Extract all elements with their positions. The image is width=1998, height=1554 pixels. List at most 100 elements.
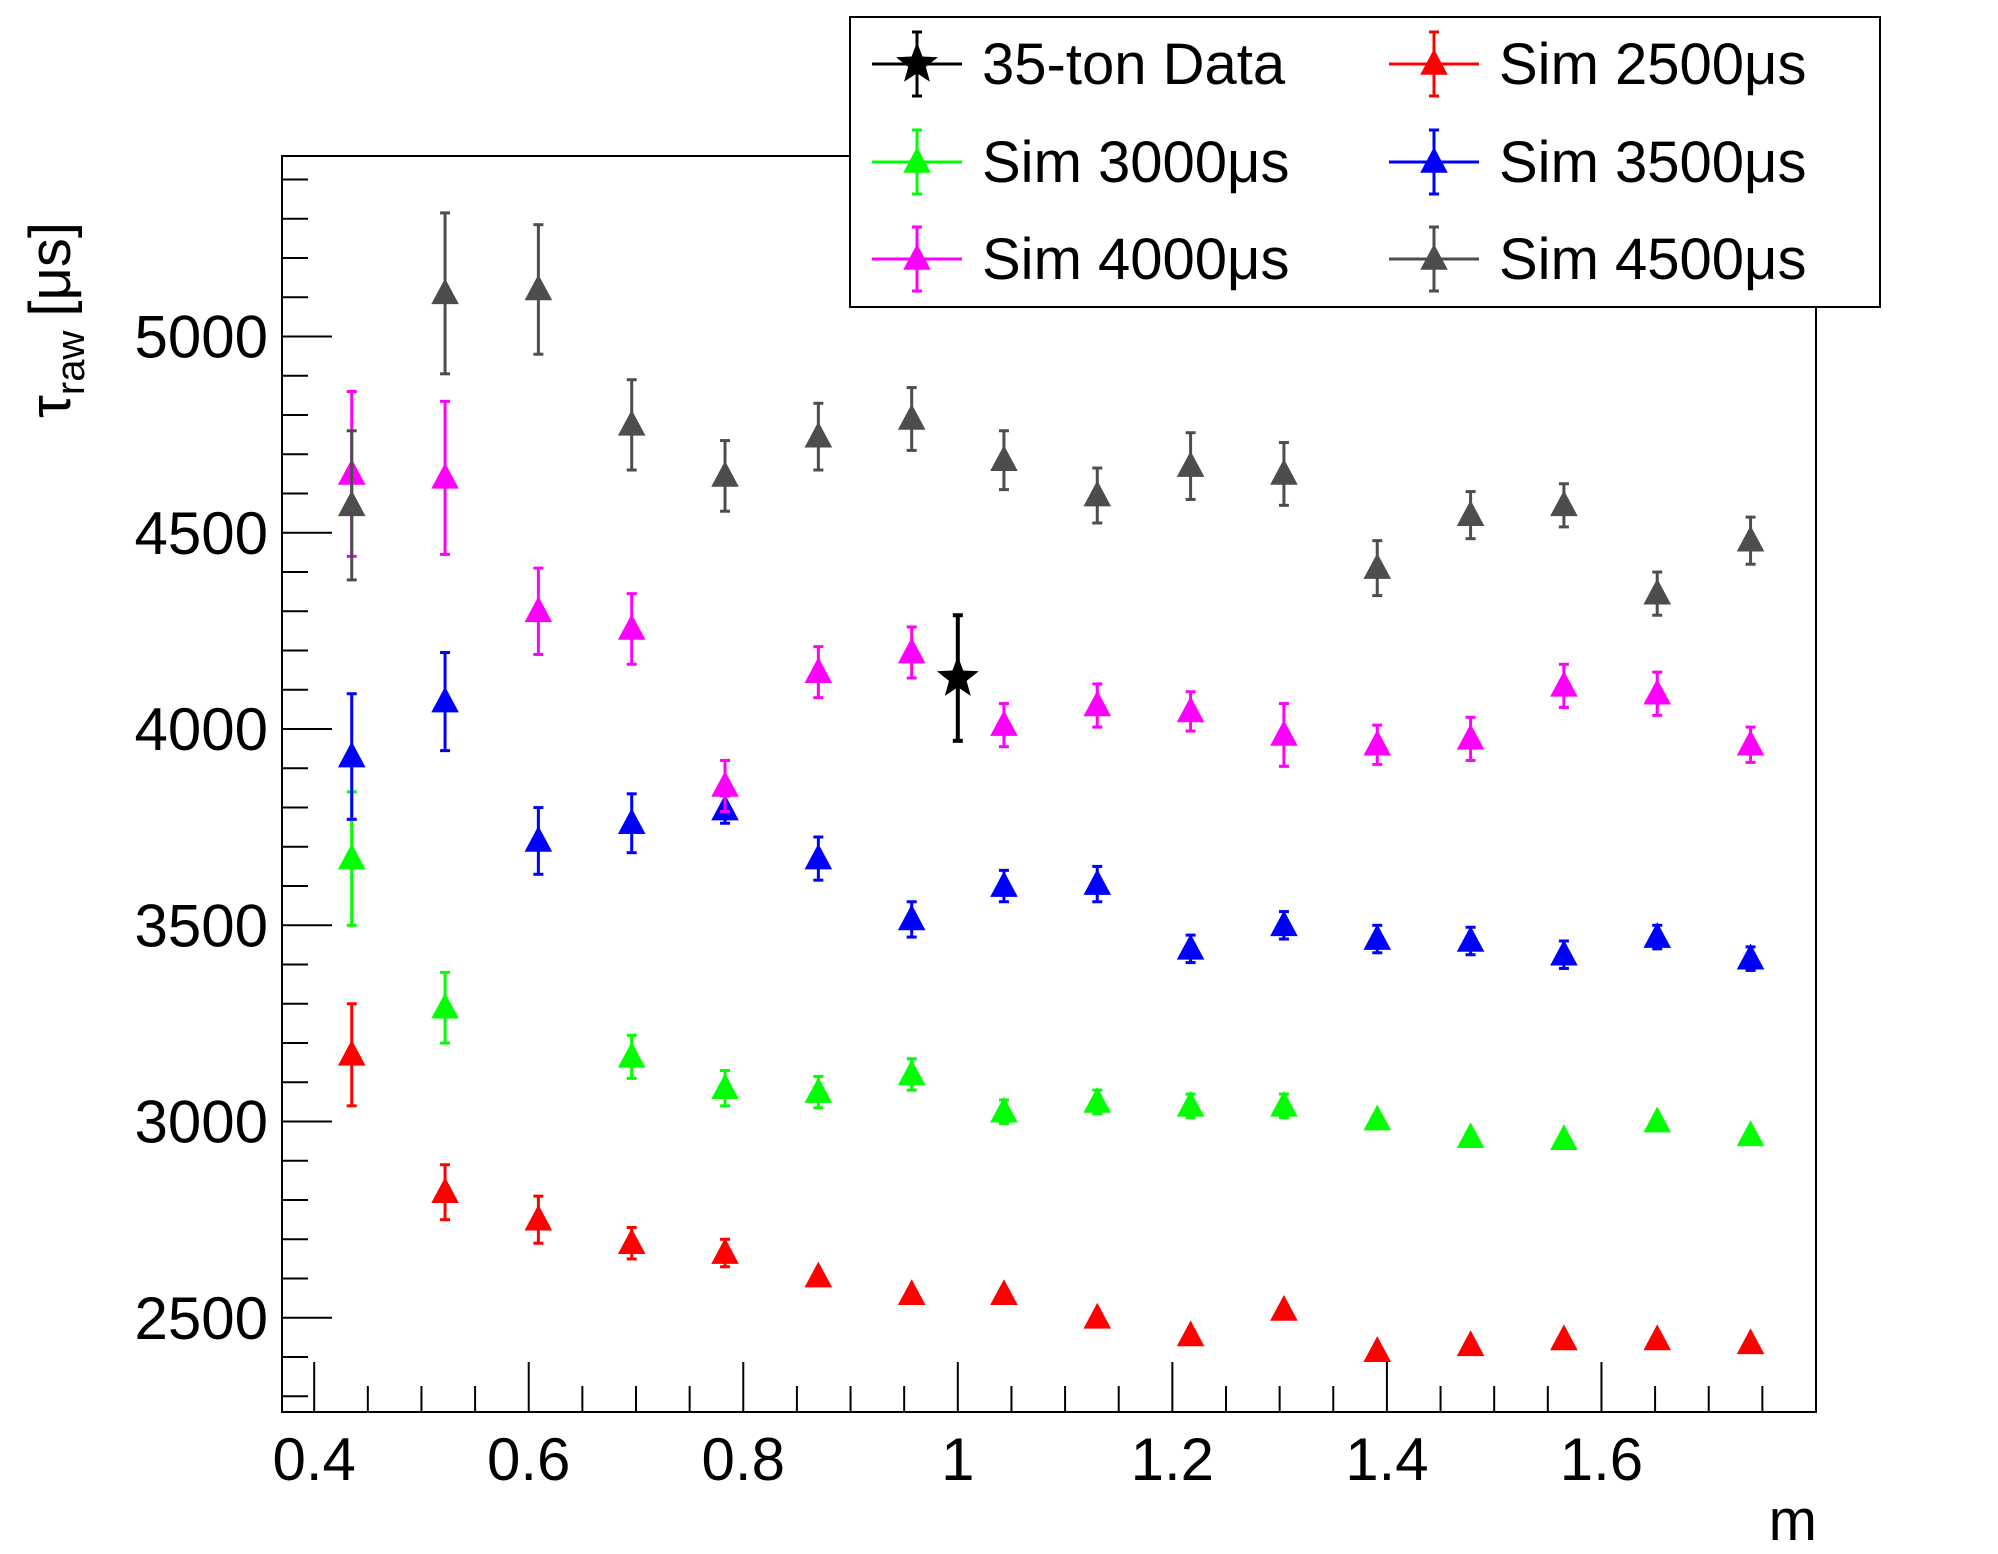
x-tick-label: 1.4 (1345, 1426, 1428, 1493)
data-point (897, 637, 926, 664)
data-point (1363, 924, 1392, 950)
data-point (1176, 696, 1205, 723)
data-point (990, 871, 1018, 897)
legend-entry: Sim 4000μs (872, 225, 1289, 293)
series-sim-2500-s (337, 1002, 1765, 1362)
data-point (990, 1096, 1018, 1123)
data-point (1176, 933, 1205, 960)
x-tick-label: 1.6 (1560, 1426, 1643, 1493)
data-point (711, 1238, 739, 1264)
data-point (990, 1279, 1018, 1306)
legend-entry: Sim 3000μs (872, 128, 1289, 196)
data-point (804, 843, 833, 870)
legend-label: Sim 4500μs (1499, 227, 1806, 292)
data-point (1456, 1122, 1485, 1149)
data-point (524, 596, 553, 623)
data-point (1176, 1320, 1205, 1347)
legend-entry: Sim 4500μs (1389, 225, 1806, 293)
data-point (1083, 480, 1112, 507)
data-point (1643, 922, 1672, 948)
data-point (897, 403, 926, 430)
series-sim-4500-s (337, 211, 1765, 617)
data-point (1270, 1294, 1298, 1321)
data-point (897, 904, 926, 931)
data-point (431, 462, 459, 489)
series-sim-3000-s (337, 790, 1765, 1151)
data-point (1083, 869, 1112, 895)
data-point (1270, 1090, 1298, 1117)
legend-entry: Sim 3500μs (1389, 128, 1806, 196)
data-point (1550, 490, 1578, 517)
legend-label: Sim 4000μs (982, 227, 1289, 292)
y-axis-title-sub: raw (49, 331, 93, 396)
data-point (1736, 1328, 1765, 1355)
data-point (617, 808, 646, 835)
data-point (936, 656, 979, 696)
data-point (1643, 1324, 1672, 1351)
x-tick-label: 1 (941, 1426, 974, 1493)
data-point (897, 1279, 926, 1306)
data-point (1083, 1302, 1112, 1329)
legend-marker (896, 42, 938, 82)
data-point (804, 1261, 833, 1288)
y-tick-label: 2500 (135, 1285, 268, 1352)
data-point (1270, 458, 1298, 485)
data-point (1270, 719, 1298, 746)
legend-label: Sim 3500μs (1499, 130, 1806, 195)
data-point (337, 843, 366, 870)
data-point (711, 770, 739, 797)
data-point (1456, 1330, 1485, 1357)
svg-text:τraw[μs]: τraw [μs] (18, 222, 93, 418)
y-tick-label: 4000 (135, 696, 268, 763)
data-point (990, 445, 1018, 471)
data-point (1736, 1120, 1765, 1147)
data-point (431, 992, 459, 1019)
series-layer (337, 211, 1765, 1362)
data-point (1550, 939, 1578, 966)
data-point (1363, 553, 1392, 579)
legend-box (849, 16, 1881, 308)
data-point (1736, 943, 1765, 970)
series-sim-4000-s (337, 390, 1765, 813)
data-point (1550, 670, 1578, 697)
data-point (1550, 1324, 1578, 1351)
legend-marker (903, 147, 931, 173)
data-point (1176, 451, 1205, 477)
data-point (431, 686, 459, 713)
data-point (431, 1177, 459, 1203)
data-point (804, 1077, 833, 1103)
legend-marker (1420, 49, 1448, 75)
legend-entry: Sim 2500μs (1389, 30, 1806, 98)
data-point (1736, 525, 1765, 552)
y-minor-ticks (282, 178, 332, 1398)
y-tick-labels: 2500 3000 3500 4000 4500 5000 (135, 304, 268, 1352)
data-point (1456, 500, 1485, 526)
y-tick-label: 3500 (135, 892, 268, 959)
data-point (1083, 690, 1112, 717)
data-point (1363, 1104, 1392, 1131)
data-point (337, 490, 366, 517)
x-axis-title: m (1769, 1488, 1817, 1553)
data-point (337, 741, 366, 768)
x-tick-label: 0.6 (487, 1426, 570, 1493)
data-point (1456, 926, 1485, 952)
x-tick-label: 1.2 (1131, 1426, 1214, 1493)
legend: 35-ton Data Sim 2500μs Sim 3000μs Sim 3500μ… (849, 16, 1881, 308)
legend-marker (903, 244, 931, 270)
data-point (617, 613, 646, 640)
data-point (1176, 1090, 1205, 1117)
data-point (1456, 723, 1485, 750)
legend-entry: 35-ton Data (872, 30, 1286, 98)
data-point (1083, 1086, 1112, 1113)
data-point (617, 409, 646, 436)
data-point (897, 1059, 926, 1086)
data-point (1363, 1336, 1392, 1362)
data-point (1270, 910, 1298, 937)
x-minor-ticks (313, 1362, 1764, 1412)
y-tick-label: 3000 (135, 1089, 268, 1156)
data-point (1643, 1106, 1672, 1133)
y-axis-title: τraw [μs] (18, 222, 93, 418)
data-point (1363, 729, 1392, 756)
data-point (1643, 678, 1672, 705)
